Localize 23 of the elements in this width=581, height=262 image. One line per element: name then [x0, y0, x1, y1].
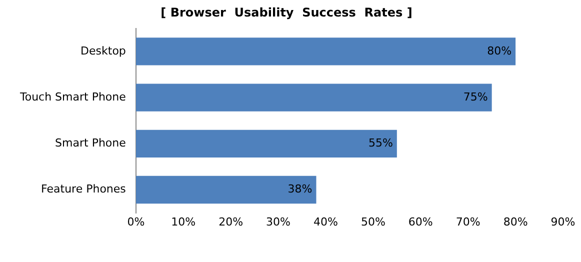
- data-label: 55%: [368, 136, 393, 150]
- bar: [136, 176, 316, 204]
- chart-title: [ Browser Usability Success Rates ]: [160, 5, 412, 20]
- x-tick-label: 60%: [408, 215, 433, 228]
- x-tick-label: 0%: [127, 215, 145, 228]
- bar: [136, 84, 492, 112]
- y-tick-label: Desktop: [80, 44, 126, 58]
- x-tick-label: 40%: [314, 215, 338, 228]
- x-tick-label: 70%: [456, 215, 480, 228]
- data-label: 75%: [463, 90, 488, 104]
- x-tick-label: 50%: [360, 215, 386, 228]
- x-tick-label: 10%: [171, 215, 196, 228]
- bar: [136, 130, 397, 158]
- x-tick-label: 90%: [550, 215, 576, 228]
- bar: [136, 38, 516, 66]
- data-label: 80%: [487, 44, 512, 58]
- x-tick-label: 20%: [218, 215, 244, 228]
- x-tick-label: 80%: [503, 215, 528, 228]
- x-tick-label: 30%: [266, 215, 290, 228]
- data-label: 38%: [288, 182, 312, 196]
- y-tick-label: Smart Phone: [55, 136, 126, 150]
- y-tick-label: Touch Smart Phone: [18, 90, 126, 104]
- y-tick-label: Feature Phones: [41, 182, 126, 196]
